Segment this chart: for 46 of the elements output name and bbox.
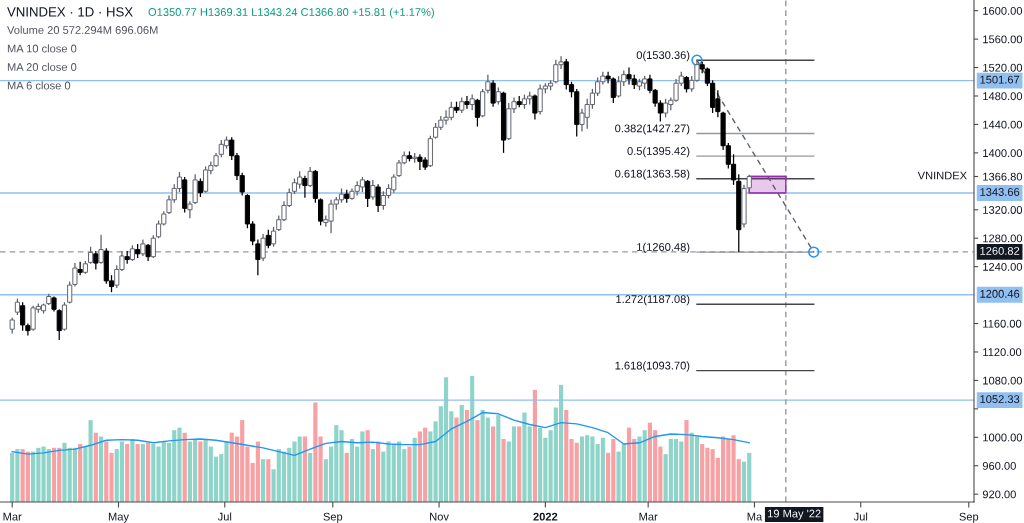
x-tick-label: Mar [639, 512, 658, 521]
text: O1350.77 H1369.31 L1343.24 C1366.80 +15.81 (+1.17%) [148, 7, 434, 19]
x-tick-label: Ma [747, 512, 763, 521]
ref-line-label: 1343.66 [980, 188, 1020, 196]
chart-title: VNINDEX · 1D · HSX [7, 7, 133, 17]
annotation: 1(1260.48) [637, 242, 690, 254]
y-tick-label: 1366.80 [983, 172, 1023, 181]
y-tick-label: 1320.00 [983, 206, 1023, 214]
annotation: Volume 20 572.294M 696.06M [7, 25, 158, 34]
x-tick-label: Sep [959, 512, 979, 523]
y-tick-label: 1520.00 [983, 63, 1023, 72]
y-tick-label: 1160.00 [983, 319, 1022, 328]
ref-line-label: 19 May '22 [768, 509, 821, 520]
y-tick-label: 1600.00 [983, 6, 1023, 15]
annotation: 0.5(1395.42) [627, 146, 690, 158]
x-tick-label: 2022 [533, 512, 558, 521]
ref-line-label: 1200.46 [980, 289, 1020, 298]
annotation: 1.272(1187.08) [616, 294, 690, 306]
y-tick-label: 1480.00 [983, 92, 1023, 101]
y-tick-label: 1560.00 [983, 35, 1023, 44]
y-tick-label: 1000.00 [983, 433, 1023, 442]
y-tick-label: 1440.00 [983, 120, 1023, 129]
y-tick-label: 1080.00 [983, 376, 1023, 385]
annotation: 0.618(1363.58) [615, 169, 690, 180]
x-tick-label: Sep [323, 512, 343, 523]
ref-line-label: 1260.82 [980, 246, 1020, 255]
ref-line-label: 1052.33 [980, 395, 1020, 404]
annotation: 1.618(1093.70) [615, 361, 690, 372]
ref-line-label: 1501.67 [980, 75, 1020, 84]
annotation: MA 6 close 0 [7, 81, 71, 90]
y-tick-label: 960.00 [982, 462, 1016, 470]
y-tick-label: 1240.00 [983, 262, 1023, 271]
annotation: 0.382(1427.27) [615, 124, 690, 135]
y-tick-label: 1280.00 [983, 234, 1023, 243]
text: VNINDEX [917, 171, 967, 180]
x-tick-label: Nov [430, 512, 449, 521]
x-tick-label: May [108, 512, 129, 523]
x-tick-label: Jul [217, 512, 232, 521]
annotation: MA 20 close 0 [7, 62, 77, 71]
y-tick-label: 1400.00 [983, 149, 1023, 158]
y-tick-label: 920.00 [982, 490, 1016, 499]
annotation: 0(1530.36) [636, 50, 690, 62]
annotation: MA 10 close 0 [7, 44, 77, 53]
y-tick-label: 1120.00 [983, 348, 1022, 357]
x-tick-label: Jul [853, 512, 868, 521]
x-tick-label: Mar [3, 512, 22, 521]
